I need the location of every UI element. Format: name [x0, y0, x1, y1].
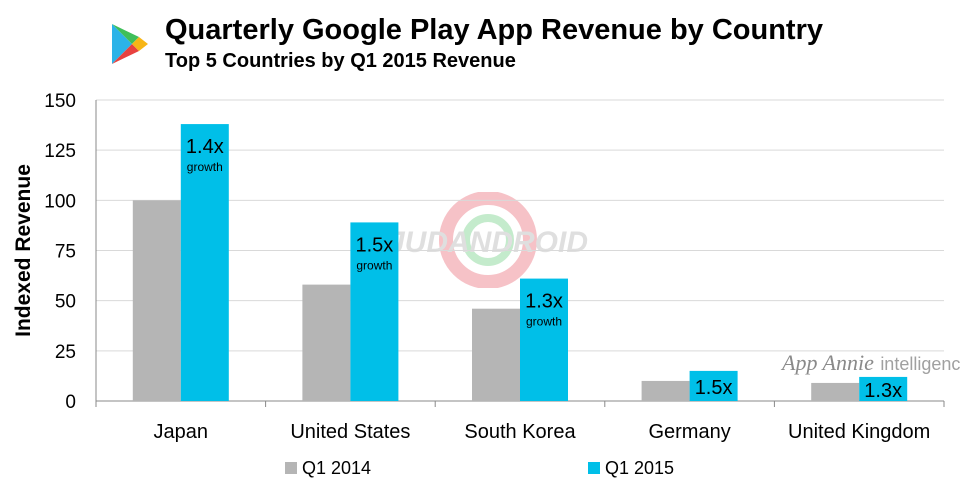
growth-label: 1.4x [186, 136, 224, 158]
legend-swatch-q1-2014 [285, 462, 297, 474]
chart-subtitle: Top 5 Countries by Q1 2015 Revenue [165, 50, 516, 72]
bar-q1-2015-germany [689, 370, 738, 401]
x-tick-label: South Korea [464, 421, 576, 443]
bar-q1-2014-south-korea [472, 308, 520, 401]
y-tick-label: 50 [55, 292, 76, 313]
y-tick-label: 100 [44, 191, 76, 212]
bar-q1-2014-united-states [302, 284, 351, 401]
growth-label: 1.3x [864, 380, 902, 402]
watermark-text: JUDANDROID [388, 226, 588, 259]
y-tick-label: 125 [44, 141, 76, 162]
growth-label: 1.5x [695, 377, 733, 399]
growth-sublabel: growth [187, 160, 223, 174]
google-play-icon [112, 24, 148, 64]
bar-q1-2015-japan [180, 124, 229, 401]
legend-item-q1-2015: Q1 2015 [588, 456, 674, 480]
growth-label: 1.3x [525, 291, 563, 313]
chart-title: Quarterly Google Play App Revenue by Cou… [165, 14, 824, 46]
brand-suffix: intelligence [880, 354, 960, 374]
y-tick-label: 75 [55, 242, 76, 263]
bar-q1-2015-united-states [350, 222, 399, 401]
legend-label-q1-2015: Q1 2015 [605, 457, 675, 478]
watermark: JUDANDROID [388, 192, 588, 288]
y-tick-label: 0 [65, 392, 76, 413]
y-axis-title: Indexed Revenue [12, 164, 35, 337]
bar-q1-2015-united-kingdom [859, 376, 908, 401]
growth-sublabel: growth [356, 258, 392, 272]
bar-q1-2014-japan [132, 200, 181, 401]
x-tick-label: United States [290, 421, 410, 443]
x-tick-label: United Kingdom [788, 421, 930, 443]
x-tick-label: Germany [648, 421, 730, 443]
bar-q1-2014-germany [641, 380, 690, 401]
growth-label: 1.5x [355, 234, 393, 256]
legend-label-q1-2014: Q1 2014 [302, 457, 372, 478]
legend-item-q1-2014: Q1 2014 [285, 456, 371, 480]
bar-q1-2015-south-korea [520, 278, 568, 401]
growth-sublabel: growth [526, 315, 562, 329]
legend-swatch-q1-2015 [588, 462, 600, 474]
brand-name: App Annie [782, 350, 874, 375]
x-tick-label: Japan [154, 421, 209, 443]
y-tick-label: 150 [44, 91, 76, 112]
app-annie-brand: App Annie intelligence [782, 350, 960, 376]
y-tick-label: 25 [55, 342, 76, 363]
bar-q1-2014-united-kingdom [811, 382, 860, 401]
